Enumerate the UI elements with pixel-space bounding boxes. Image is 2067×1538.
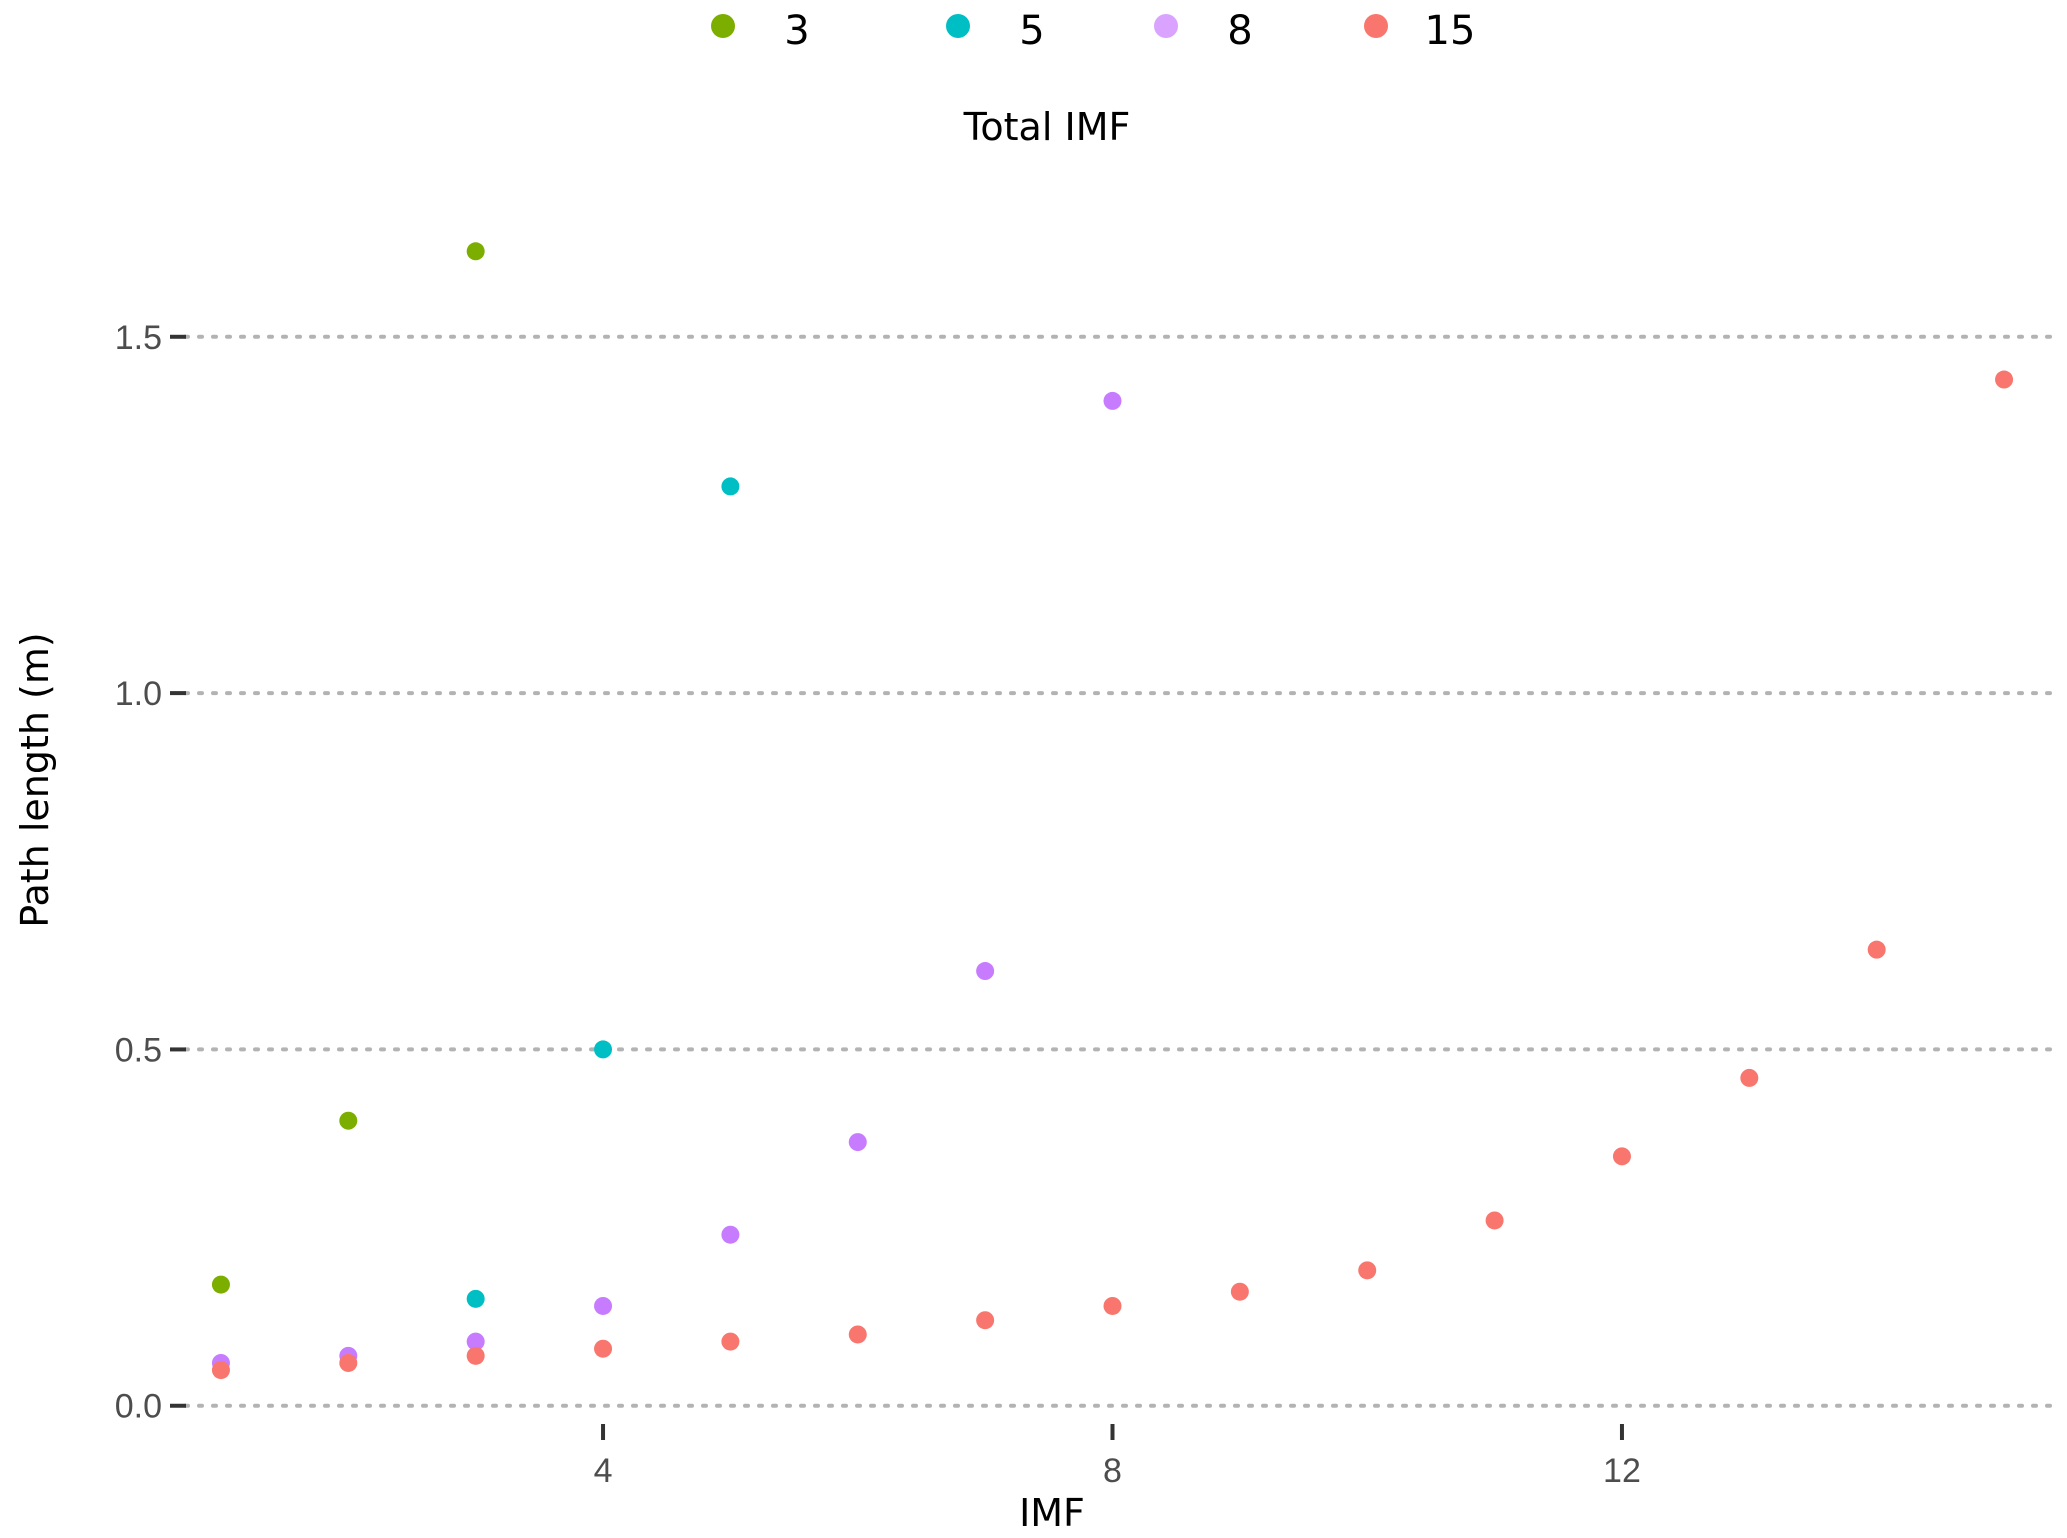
- data-point-series-15: [721, 1332, 740, 1351]
- data-point-series-15: [1485, 1211, 1504, 1230]
- data-point-series-3: [211, 1275, 230, 1294]
- legend: 3 5 8 15: [711, 8, 1475, 54]
- x-tick-label: 12: [1603, 1452, 1641, 1490]
- legend-label-15: 15: [1425, 8, 1476, 54]
- legend-label-3: 3: [784, 8, 809, 54]
- x-axis: 4 8 12: [594, 1424, 1641, 1490]
- data-point-series-8: [721, 1225, 740, 1244]
- data-point-series-15: [1995, 370, 2014, 389]
- data-point-series-8: [466, 1332, 485, 1351]
- data-point-series-3: [339, 1111, 358, 1130]
- data-point-series-15: [339, 1353, 358, 1372]
- legend-key-3: [711, 14, 735, 38]
- data-point-series-15: [848, 1325, 867, 1344]
- data-point-series-5: [721, 477, 740, 496]
- y-axis-title: Path length (m): [13, 632, 57, 927]
- data-point-series-8: [976, 962, 995, 981]
- data-point-series-15: [1103, 1296, 1122, 1315]
- data-point-series-8: [848, 1133, 867, 1152]
- legend-label-5: 5: [1019, 8, 1044, 54]
- data-point-series-15: [1867, 940, 1886, 959]
- data-point-series-15: [1612, 1147, 1631, 1166]
- legend-title: Total IMF: [963, 105, 1131, 149]
- x-tick-label: 4: [594, 1452, 613, 1490]
- y-tick-label: 1.0: [115, 675, 162, 713]
- data-point-series-5: [594, 1040, 613, 1059]
- data-point-series-15: [1740, 1068, 1759, 1087]
- data-point-series-15: [594, 1339, 613, 1358]
- data-point-series-5: [466, 1289, 485, 1308]
- data-point-series-15: [211, 1361, 230, 1380]
- data-point-series-15: [976, 1311, 995, 1330]
- data-point-series-15: [466, 1346, 485, 1365]
- legend-key-8: [1154, 14, 1178, 38]
- y-axis: 0.0 0.5 1.0 1.5: [115, 319, 186, 1426]
- legend-key-15: [1364, 14, 1388, 38]
- legend-label-8: 8: [1227, 8, 1252, 54]
- data-point-series-15: [1358, 1261, 1377, 1280]
- legend-key-5: [946, 14, 970, 38]
- x-tick-label: 8: [1103, 1452, 1122, 1490]
- y-tick-label: 0.5: [115, 1031, 162, 1069]
- data-point-series-8: [1103, 391, 1122, 410]
- y-tick-label: 1.5: [115, 319, 162, 357]
- grid-lines: [183, 334, 2057, 1408]
- data-point-series-8: [594, 1296, 613, 1315]
- y-tick-label: 0.0: [115, 1388, 162, 1426]
- x-axis-title: IMF: [1019, 1491, 1085, 1535]
- data-points: [211, 242, 2014, 1380]
- data-point-series-15: [1230, 1282, 1249, 1301]
- data-point-series-3: [466, 242, 485, 261]
